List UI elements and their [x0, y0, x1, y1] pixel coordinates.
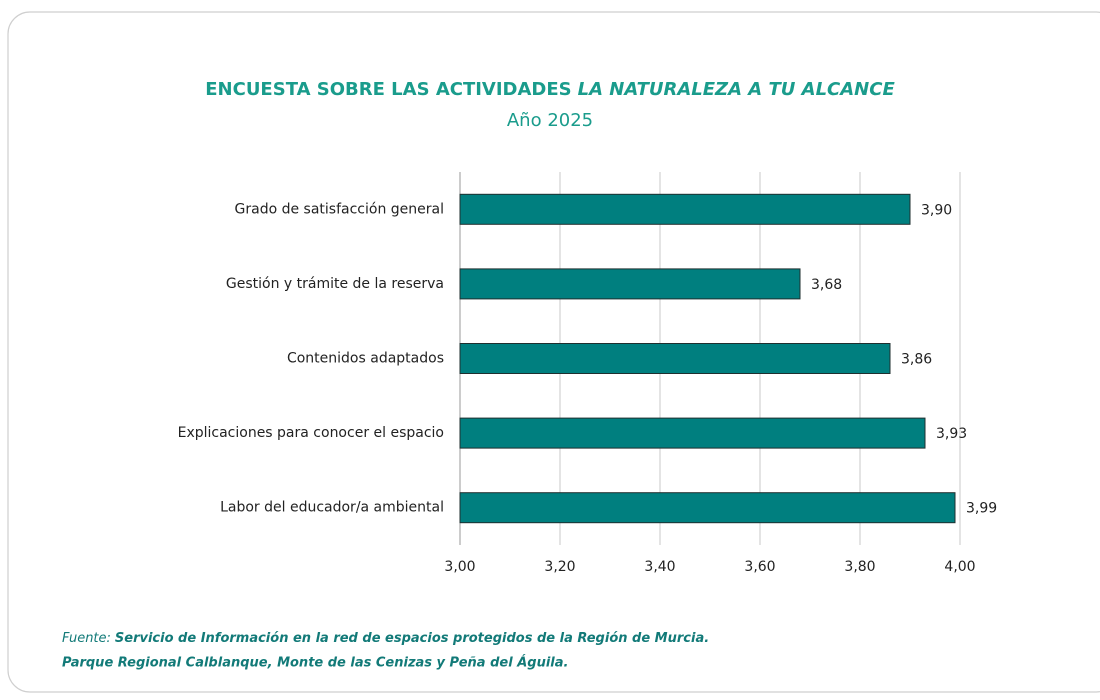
source-text: Servicio de Información en la red de esp…: [115, 631, 709, 646]
title-part: LA NATURALEZA A TU ALCANCE: [578, 79, 896, 100]
data-label: 3,99: [966, 501, 997, 517]
bar: [459, 417, 926, 449]
x-tick-label: 4,00: [944, 559, 975, 575]
chart-title: ENCUESTA SOBRE LAS ACTIVIDADES LA NATURAL…: [205, 79, 895, 100]
y-tick-label: Gestión y trámite de la reserva: [226, 276, 444, 292]
x-tick-label: 3,60: [744, 559, 775, 575]
title-part: ENCUESTA SOBRE LAS ACTIVIDADES: [205, 79, 571, 100]
data-label: 3,68: [811, 277, 842, 293]
x-tick-label: 3,20: [544, 559, 575, 575]
bar: [459, 492, 956, 524]
bar: [459, 343, 891, 374]
data-label: 3,93: [936, 426, 967, 442]
x-tick-label: 3,40: [644, 559, 675, 575]
y-tick-label: Contenidos adaptados: [287, 351, 444, 367]
bar: [459, 193, 911, 225]
data-label: 3,86: [901, 352, 932, 368]
y-tick-label: Explicaciones para conocer el espacio: [178, 425, 444, 441]
y-tick-label: Grado de satisfacción general: [235, 201, 444, 217]
bar: [459, 268, 801, 300]
x-tick-label: 3,00: [444, 559, 475, 575]
x-tick-label: 3,80: [844, 559, 875, 575]
source: Fuente: Servicio de Información en la red…: [62, 631, 709, 646]
source-text: Parque Regional Calblanque, Monte de las…: [62, 655, 568, 671]
chart-subtitle: Año 2025: [507, 110, 593, 131]
data-label: 3,90: [921, 202, 952, 218]
y-tick-label: Labor del educador/a ambiental: [220, 500, 444, 516]
source-label: Fuente:: [62, 631, 111, 646]
